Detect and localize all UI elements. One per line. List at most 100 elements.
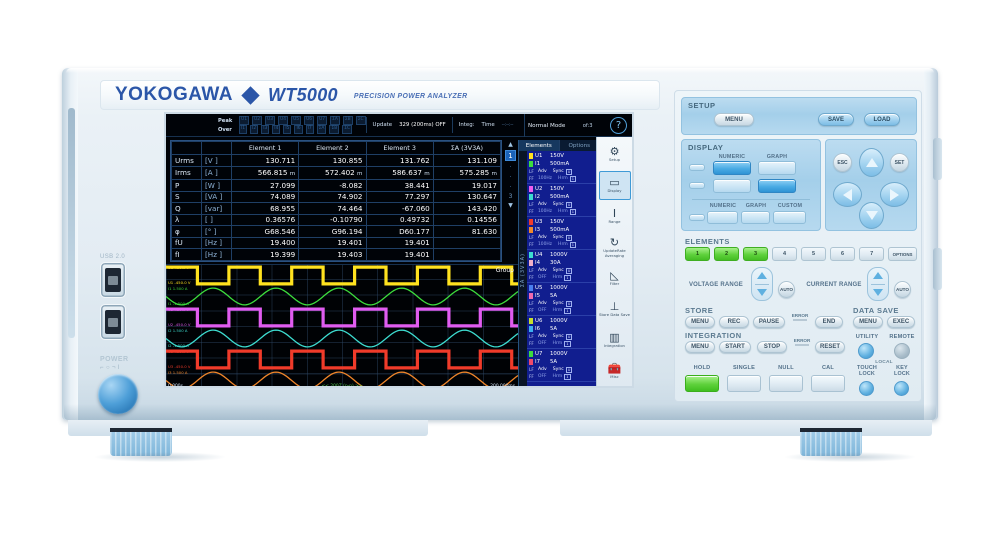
hold-button[interactable] [685, 375, 719, 392]
tab-elements[interactable]: Elements [519, 140, 560, 151]
current-up-icon[interactable] [873, 272, 883, 279]
usb-port-1[interactable] [100, 262, 126, 298]
function-icon-strip[interactable]: ⚙ Setup ▭ Display I Range ↻ UpdateRate Averagin… [596, 137, 632, 386]
nav-down-button[interactable] [859, 202, 884, 229]
range-icon-button[interactable]: I Range [599, 202, 631, 231]
element-button-5[interactable]: 5 [801, 247, 827, 261]
display-custom-button[interactable] [773, 211, 806, 224]
display-numeric-button-3[interactable] [707, 211, 738, 224]
touch-lock-button[interactable] [859, 381, 874, 396]
store-end-button[interactable]: END [815, 316, 843, 328]
voltage-range-rocker[interactable] [751, 267, 773, 301]
table-row[interactable]: Q [var] 68.955 74.464 -67.060 143.420 [171, 202, 502, 215]
current-range-rocker[interactable] [867, 267, 889, 301]
table-row[interactable]: φ [° ] G68.546 G96.194 D60.177 81.630 [171, 225, 502, 238]
cal-button[interactable] [811, 375, 845, 392]
display-row1-indicator[interactable] [689, 164, 705, 171]
waveform-display[interactable]: U1 450.0 V U1 -450.0 V I1 1.500 A I1 -1.500… [166, 264, 518, 386]
display-row2-indicator[interactable] [689, 182, 705, 189]
element-button-row[interactable]: 1 2 3 4 5 6 7 OPTIONS [685, 247, 917, 261]
display-graph-button-3[interactable] [741, 211, 770, 224]
row-value: 74.902 [298, 190, 367, 204]
misc-icon-button[interactable]: 🧰 Misc [599, 357, 631, 386]
help-icon[interactable]: ? [609, 117, 627, 134]
store-icon-button[interactable]: ⊥ Store Data Save [599, 295, 631, 324]
store-pause-button[interactable]: PAUSE [753, 316, 785, 328]
table-row[interactable]: P [W ] 27.099 -8.082 38.441 19.017 [171, 179, 502, 192]
page-up-icon[interactable]: ▲ [508, 141, 513, 148]
integration-reset-button[interactable]: RESET [815, 341, 845, 353]
table-row[interactable]: Irms [A ] 566.815 m 572.402 m 586.637 m 575.2… [171, 165, 502, 181]
instrument-screen[interactable]: Peak U1 U2 U3 U4 U5 U6 U7 ΣA ΣB ΣC Over … [164, 112, 634, 388]
table-row[interactable]: fU [Hz ] 19.400 19.401 19.401 [171, 236, 502, 250]
table-row[interactable]: S [VA ] 74.089 74.902 77.297 130.647 [171, 190, 502, 204]
key-lock-button[interactable] [894, 381, 909, 396]
nav-up-button[interactable] [859, 148, 884, 177]
page-down-icon[interactable]: ▼ [508, 202, 513, 209]
element-group[interactable]: U4 1000V I4 30A LF Adv Sync U FF OFF Hrm 1 [527, 250, 600, 283]
utility-button[interactable] [858, 343, 874, 359]
page-next[interactable]: 3 [508, 193, 513, 200]
element-tabs[interactable]: Elements Options [519, 140, 600, 151]
update-icon-button[interactable]: ↻ UpdateRate Averaging [599, 233, 631, 262]
setup-icon-button[interactable]: ⚙ Setup [599, 140, 631, 169]
element-group[interactable]: U6 1000V I6 5A LF Adv Sync U FF OFF Hrm 1 [527, 316, 600, 349]
element-group[interactable]: U1 150V I1 500mA LF Adv Sync U FF 100Hz Hrm 1 [527, 151, 600, 184]
set-button[interactable]: SET [890, 153, 909, 172]
display-numeric-button-2[interactable] [713, 179, 751, 193]
table-row[interactable]: Urms [V ] 130.711 130.855 131.762 131.109 [171, 154, 502, 167]
color-swatch-icon [529, 161, 533, 167]
element-group[interactable]: U2 150V I2 500mA LF Adv Sync U FF 100Hz Hrm 1 [527, 184, 600, 217]
tab-options[interactable]: Options [559, 140, 600, 151]
element-button-3[interactable]: 3 [743, 247, 769, 261]
elements-options-button[interactable]: OPTIONS [888, 247, 917, 261]
page-current[interactable]: 1 [505, 150, 516, 161]
table-row[interactable]: λ[ ] 0.36576 -0.10790 0.49732 0.14556 [171, 213, 502, 227]
page-selector[interactable]: ▲ 1 · · · 3 ▼ [504, 140, 517, 262]
store-rec-button[interactable]: REC [719, 316, 749, 328]
nav-left-button[interactable] [833, 182, 862, 207]
peak-cell: U2 [252, 116, 263, 125]
esc-button[interactable]: ESC [833, 153, 852, 172]
display-icon-button[interactable]: ▭ Display [598, 171, 631, 200]
integration-stop-button[interactable]: STOP [757, 341, 787, 353]
setup-save-button[interactable]: SAVE [818, 113, 854, 126]
element-settings-panel[interactable]: Elements Options ΣA (3V3A) U1 150V I1 500mA… [518, 140, 600, 386]
th-element-2: Element 2 [298, 141, 367, 155]
element-button-1[interactable]: 1 [685, 247, 711, 261]
current-down-icon[interactable] [873, 289, 883, 296]
voltage-down-icon[interactable] [757, 289, 767, 296]
usb-port-2[interactable] [100, 304, 126, 340]
display-row3-indicator[interactable] [689, 214, 705, 221]
integration-menu-button[interactable]: MENU [685, 341, 715, 353]
data-save-menu-button[interactable]: MENU [853, 316, 883, 328]
integration-start-button[interactable]: START [719, 341, 751, 353]
nav-right-button[interactable] [880, 182, 909, 207]
integ-icon-button[interactable]: ▥ Integration [599, 326, 631, 355]
element-button-4[interactable]: 4 [772, 247, 798, 261]
setup-menu-button[interactable]: MENU [714, 113, 754, 126]
display-graph-button-2[interactable] [758, 179, 796, 193]
null-button[interactable] [769, 375, 803, 392]
element-button-7[interactable]: 7 [859, 247, 885, 261]
numeric-measurement-table[interactable]: Element 1 Element 2 Element 3 ΣA (3V3A) … [170, 140, 502, 262]
store-menu-button[interactable]: MENU [685, 316, 715, 328]
display-graph-button-1[interactable] [758, 161, 796, 175]
element-group[interactable]: U5 1000V I5 5A LF Adv Sync U FF OFF Hrm 1 [527, 283, 600, 316]
element-group[interactable]: U7 1000V I7 5A LF Adv Sync U FF OFF Hrm 1 [527, 349, 600, 382]
setup-load-button[interactable]: LOAD [864, 113, 900, 126]
power-button[interactable] [98, 374, 138, 414]
table-row[interactable]: fI [Hz ] 19.399 19.403 19.401 [171, 248, 502, 261]
element-button-6[interactable]: 6 [830, 247, 856, 261]
voltage-auto-button[interactable]: AUTO [778, 281, 795, 298]
element-button-2[interactable]: 2 [714, 247, 740, 261]
data-save-exec-button[interactable]: EXEC [887, 316, 915, 328]
display-numeric-button-1[interactable] [713, 161, 751, 175]
filter-icon-button[interactable]: ◺ Filter [599, 264, 631, 293]
voltage-up-icon[interactable] [757, 272, 767, 279]
element-group[interactable]: U3 150V I3 500mA LF Adv Sync U FF 100Hz Hrm 1 [527, 217, 600, 250]
current-auto-button[interactable]: AUTO [894, 281, 911, 298]
single-button[interactable] [727, 375, 761, 392]
display-icon-label: Display [607, 188, 622, 194]
remote-button[interactable] [894, 343, 910, 359]
